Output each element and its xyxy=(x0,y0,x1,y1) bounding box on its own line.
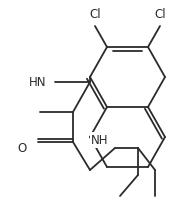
Text: Cl: Cl xyxy=(89,9,101,21)
Text: O: O xyxy=(17,141,27,154)
Text: HN: HN xyxy=(29,76,47,88)
Text: Cl: Cl xyxy=(154,9,166,21)
Text: NH: NH xyxy=(91,134,109,147)
